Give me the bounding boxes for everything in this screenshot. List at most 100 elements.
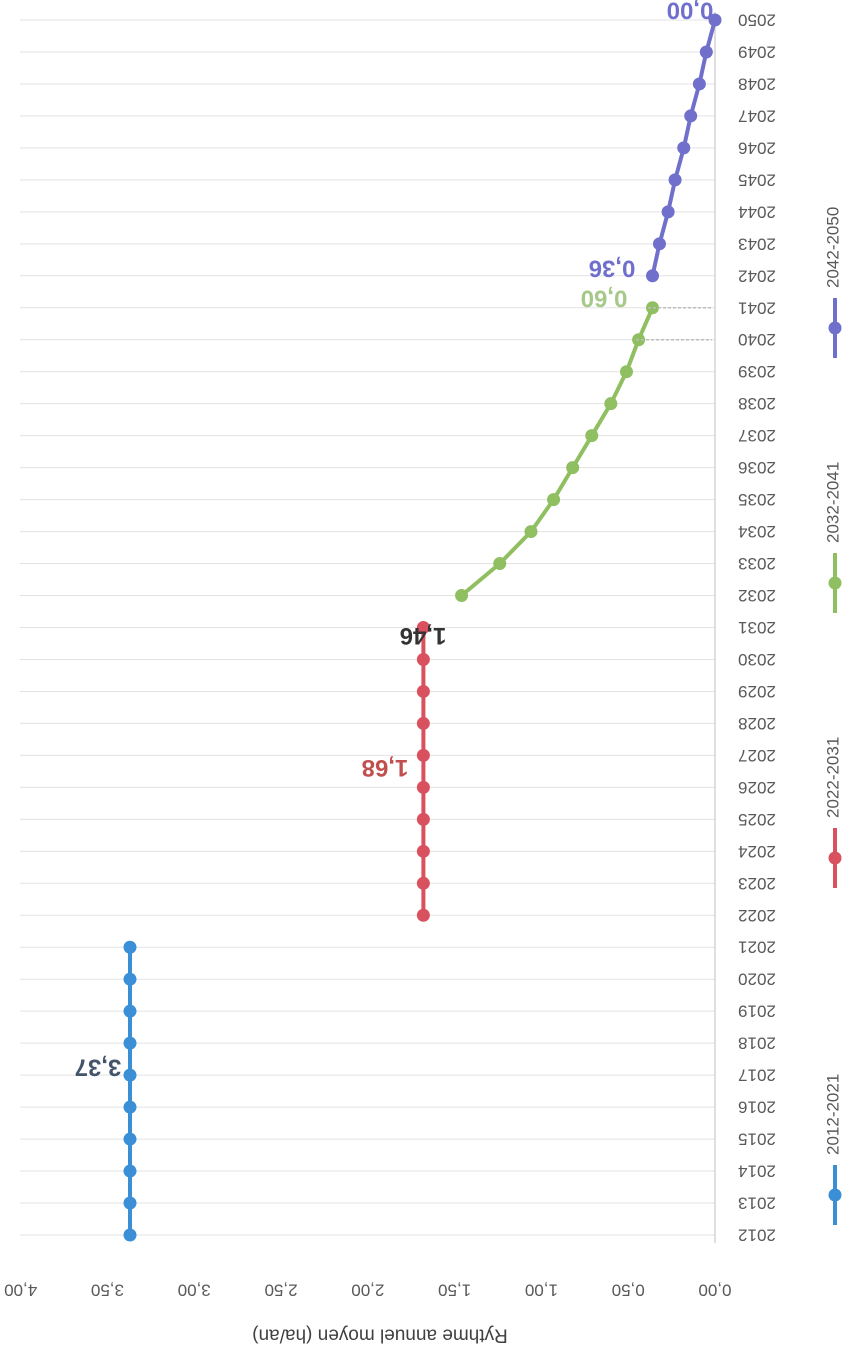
data-point [123,1132,137,1146]
data-point [123,1068,137,1082]
data-point [661,205,675,219]
x-tick-label: 2039 [738,362,776,381]
x-tick-label: 2027 [738,746,776,765]
data-label: 0,00 [667,0,714,24]
x-tick-label: 2013 [738,1194,776,1213]
plot-area [123,13,722,1242]
data-point [708,13,722,27]
x-tick-label: 2019 [738,1002,776,1021]
data-point [123,1228,137,1242]
legend-swatch-marker [828,1188,842,1202]
data-label: 1,68 [362,754,409,781]
x-tick-label: 2050 [738,11,776,30]
data-point [524,525,538,539]
legend-label: 2012-2021 [824,1074,843,1155]
data-label: 0,60 [581,284,628,311]
data-point [652,237,666,251]
data-label: 3,37 [75,1054,122,1081]
data-point [416,652,430,666]
x-tick-label: 2047 [738,106,776,125]
y-tick-label: 2,50 [264,1281,297,1300]
x-tick-label: 2040 [738,330,776,349]
gridlines [20,19,715,1236]
x-tick-label: 2031 [738,618,776,637]
data-point [585,429,599,443]
x-tick-label: 2044 [738,202,776,221]
data-point [699,45,713,59]
data-point [416,621,430,634]
data-point [123,1100,137,1114]
data-point [455,589,469,603]
legend: 2012-2021 2022-2031 2032-2041 2042-2050 [824,207,843,1225]
x-tick-label: 2022 [738,906,776,925]
y-tick-label: 2,00 [351,1281,384,1300]
x-tick-label: 2025 [738,810,776,829]
x-tick-label: 2041 [738,298,776,317]
x-tick-label: 2049 [738,42,776,61]
legend-swatch-marker [828,851,842,865]
x-tick-label: 2032 [738,586,776,605]
x-tick-label: 2016 [738,1098,776,1117]
y-tick-label: 3,00 [178,1281,211,1300]
data-point [123,1196,137,1210]
series-line-2032-2041 [460,307,655,598]
x-tick-label: 2030 [738,650,776,669]
y-tick-label: 1,50 [438,1281,471,1300]
data-point [416,876,430,890]
x-tick-label: 2028 [738,714,776,733]
x-tick-label: 2026 [738,778,776,797]
y-tick-label: 4,00 [4,1281,37,1300]
data-point [646,301,660,315]
data-point [684,109,698,123]
x-tick-label: 2017 [738,1066,776,1085]
data-point [416,716,430,730]
data-point [566,461,580,475]
legend-label: 2032-2041 [824,462,843,543]
data-labels: 3,37 1,68 1,46 0,60 0,36 0,00 [75,0,714,1081]
data-point [668,173,682,187]
legend-label: 2022-2031 [824,737,843,818]
x-tick-label: 2018 [738,1034,776,1053]
x-tick-label: 2045 [738,170,776,189]
y-axis-ticks: 0,00 0,50 1,00 1,50 2,00 2,50 3,00 3,50 4,00 [4,1281,731,1300]
x-tick-label: 2035 [738,490,776,509]
data-point [646,269,660,283]
x-tick-label: 2024 [738,842,776,861]
x-tick-label: 2046 [738,138,776,157]
y-tick-label: 0,50 [612,1281,645,1300]
x-tick-label: 2023 [738,874,776,893]
data-point [493,557,507,571]
data-point [416,780,430,794]
data-point [677,141,691,155]
x-tick-label: 2034 [738,522,776,541]
x-axis-ticks: 2012 2013 2014 2015 2016 2017 2018 2019 2020 2021… [738,11,776,1245]
y-axis-title: Rythme annuel moyen (ha/an) [252,1325,508,1346]
y-tick-label: 0,00 [698,1281,731,1300]
data-point [123,1004,137,1018]
data-point [123,1036,137,1050]
x-tick-label: 2048 [738,74,776,93]
y-tick-label: 3,50 [91,1281,124,1300]
x-tick-label: 2029 [738,682,776,701]
data-label: 0,36 [589,254,636,281]
x-tick-label: 2036 [738,458,776,477]
y-tick-label: 1,00 [525,1281,558,1300]
x-tick-label: 2020 [738,970,776,989]
data-point [123,940,137,954]
data-point [547,493,561,507]
data-point [416,844,430,858]
data-point [416,812,430,826]
data-label: 1,46 [400,622,447,649]
x-tick-label: 2033 [738,554,776,573]
data-point [692,77,706,91]
legend-swatch-marker [828,576,842,590]
x-tick-label: 2043 [738,234,776,253]
x-tick-label: 2037 [738,426,776,445]
x-tick-label: 2042 [738,266,776,285]
legend-swatch-marker [828,321,842,335]
x-tick-label: 2021 [738,938,776,957]
data-point [604,397,618,411]
data-point [416,908,430,922]
data-point [416,748,430,762]
